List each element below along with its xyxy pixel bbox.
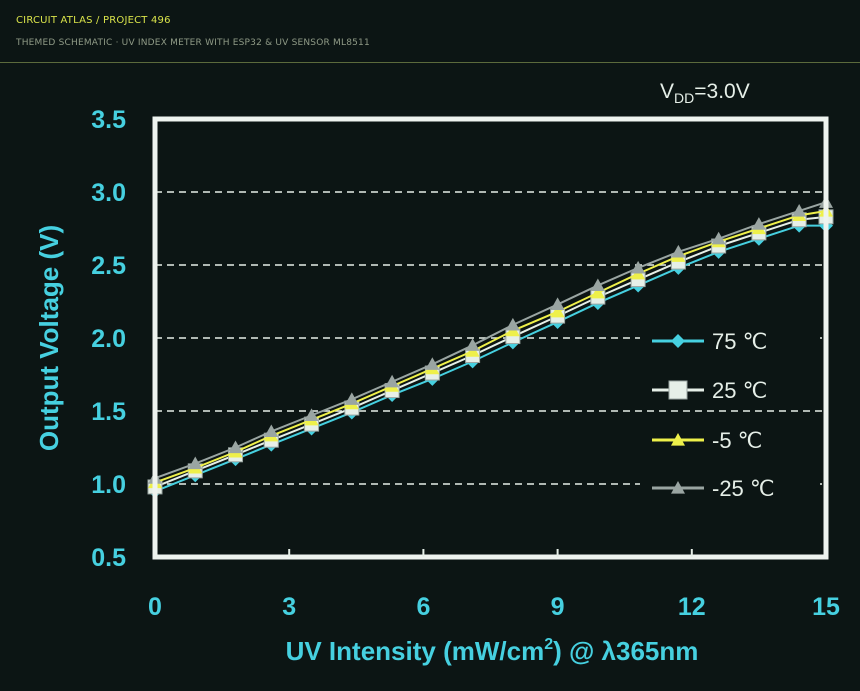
x-tick-label: 9 — [551, 593, 565, 621]
data-point — [671, 244, 686, 258]
legend-item: -25 ℃ — [640, 468, 820, 508]
data-point — [505, 317, 520, 331]
legend-marker — [671, 334, 685, 348]
plot-frame — [152, 116, 829, 560]
data-point — [590, 278, 605, 292]
y-tick-label: 0.5 — [91, 544, 126, 572]
data-point — [590, 285, 605, 299]
page-subtitle: THEMED SCHEMATIC · UV INDEX METER WITH E… — [16, 38, 370, 48]
data-point — [550, 297, 565, 311]
y-axis-title: Output Voltage (V) — [34, 225, 64, 451]
x-tick-label: 3 — [282, 593, 296, 621]
vdd-sub: DD — [674, 90, 694, 106]
legend-label: -25 ℃ — [712, 476, 775, 501]
data-point — [228, 440, 243, 454]
vdd-main: V — [660, 80, 674, 103]
data-point — [711, 231, 726, 245]
y-tick-label: 1.0 — [91, 471, 126, 499]
breadcrumb: CIRCUIT ATLAS / PROJECT 496 — [16, 15, 171, 26]
x-axis-title-pre: UV Intensity (mW/cm — [286, 636, 545, 666]
legend-label: 75 ℃ — [712, 329, 767, 354]
data-point — [550, 304, 565, 318]
y-tick-label: 1.5 — [91, 398, 126, 426]
axis-ticks: 3.5 3.0 2.5 2.0 1.5 1.0 0.5 0 3 6 9 12 15 — [91, 106, 840, 621]
legend-label: -5 ℃ — [712, 428, 762, 453]
legend-item: -5 ℃ — [640, 420, 820, 460]
data-point — [631, 260, 646, 274]
series-triangle — [148, 195, 833, 484]
data-point — [425, 357, 440, 370]
y-tick-label: 2.5 — [91, 252, 126, 280]
data-point — [264, 424, 279, 438]
legend-label: 25 ℃ — [712, 378, 767, 403]
x-axis-title: UV Intensity (mW/cm2) @ λ365nm — [286, 636, 699, 666]
data-point — [465, 338, 480, 351]
series-line — [154, 209, 827, 484]
vdd-suffix: =3.0V — [694, 80, 749, 103]
x-tick-label: 6 — [416, 593, 430, 621]
x-axis-title-post: ) @ λ365nm — [553, 636, 698, 666]
series-line — [154, 201, 827, 480]
vdd-annotation: VDD=3.0V — [660, 80, 750, 106]
y-tick-label: 2.0 — [91, 325, 126, 353]
data-point — [344, 392, 359, 405]
x-tick-label: 0 — [148, 593, 162, 621]
y-tick-label: 3.5 — [91, 106, 126, 134]
data-point — [385, 374, 400, 388]
legend-marker — [671, 433, 685, 446]
y-tick-label: 3.0 — [91, 179, 126, 207]
legend-item: 25 ℃ — [640, 370, 820, 410]
x-tick-label: 15 — [812, 593, 840, 621]
data-point — [188, 456, 203, 470]
data-point — [751, 217, 766, 230]
page-header: CIRCUIT ATLAS / PROJECT 496 THEMED SCHEM… — [0, 0, 860, 63]
legend-marker — [668, 380, 688, 400]
x-axis-title-sup: 2 — [544, 636, 553, 653]
series-layer — [147, 195, 834, 499]
legend: 75 ℃ 25 ℃ -5 ℃ -25 ℃ — [640, 321, 820, 508]
x-tick-label: 12 — [678, 593, 706, 621]
data-point — [304, 408, 319, 421]
grid-lines — [155, 191, 826, 485]
legend-item: 75 ℃ — [640, 321, 820, 361]
legend-marker — [671, 481, 685, 494]
data-point — [792, 203, 807, 217]
